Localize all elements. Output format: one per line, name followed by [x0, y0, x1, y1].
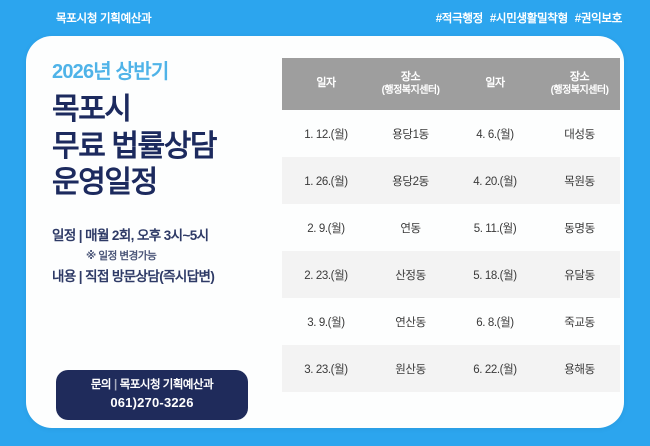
cell-place-2: 목원동	[539, 157, 620, 204]
cell-place-2: 죽교동	[539, 298, 620, 345]
header-date-1: 일자	[282, 58, 370, 110]
cell-place-2: 용해동	[539, 345, 620, 392]
cell-date-2: 4. 6.(월)	[451, 110, 539, 157]
title-line-3: 운영일정	[52, 166, 158, 200]
hashtag-0: #적극행정	[435, 13, 484, 25]
cell-place-2: 동명동	[539, 204, 620, 251]
table-row: 2. 9.(월) 연동 5. 11.(월) 동명동	[282, 204, 620, 251]
contact-box: 문의 | 목포시청 기획예산과 061)270-3226	[56, 370, 248, 421]
cell-date-2: 5. 18.(월)	[451, 251, 539, 298]
cell-date-2: 6. 8.(월)	[451, 298, 539, 345]
cell-date-2: 6. 22.(월)	[451, 345, 539, 392]
meta-block: 일정 | 매월 2회, 오후 3시~5시 ※ 일정 변경가능 내용 | 직접 방…	[52, 226, 292, 288]
cell-place-1: 연동	[370, 204, 451, 251]
title-block: 2026년 상반기 목포시 무료 법률상담 운영일정 일정 | 매월 2회, 오…	[52, 60, 292, 288]
cell-place-2: 대성동	[539, 110, 620, 157]
cell-place-1: 연산동	[370, 298, 451, 345]
schedule-table-wrapper: 일자 장소 (행정복지센터) 일자 장소 (행정복지센터)	[282, 58, 620, 392]
cell-date-1: 2. 9.(월)	[282, 204, 370, 251]
table-header-row: 일자 장소 (행정복지센터) 일자 장소 (행정복지센터)	[282, 58, 620, 110]
schedule-line: 일정 | 매월 2회, 오후 3시~5시	[52, 227, 209, 243]
table-body: 1. 12.(월) 용당1동 4. 6.(월) 대성동 1. 26.(월) 용당…	[282, 110, 620, 392]
table-row: 1. 12.(월) 용당1동 4. 6.(월) 대성동	[282, 110, 620, 157]
content-line: 내용 | 직접 방문상담(즉시답변)	[52, 268, 215, 284]
header-place-2-main: 장소	[569, 70, 590, 83]
table-row: 1. 26.(월) 용당2동 4. 20.(월) 목원동	[282, 157, 620, 204]
header-place-2: 장소 (행정복지센터)	[539, 58, 620, 110]
hashtag-1: #시민생활밀착형	[489, 13, 568, 25]
header-date-2: 일자	[451, 58, 539, 110]
contact-phone: 061)270-3226	[110, 394, 194, 410]
cell-date-1: 1. 12.(월)	[282, 110, 370, 157]
schedule-note: ※ 일정 변경가능	[86, 249, 157, 262]
contact-office: 목포시청 기획예산과	[119, 379, 214, 391]
hashtag-group: #적극행정 #시민생활밀착형 #권익보호	[432, 10, 623, 26]
title-line-2: 무료 법률상담	[52, 129, 218, 163]
top-bar: 목포시청 기획예산과 #적극행정 #시민생활밀착형 #권익보호	[0, 0, 650, 36]
cell-date-1: 2. 23.(월)	[282, 251, 370, 298]
cell-date-2: 5. 11.(월)	[451, 204, 539, 251]
department-name: 목포시청 기획예산과	[56, 13, 152, 25]
cell-place-1: 산정동	[370, 251, 451, 298]
cell-date-1: 1. 26.(월)	[282, 157, 370, 204]
cell-date-1: 3. 23.(월)	[282, 345, 370, 392]
header-date-2-main: 일자	[485, 77, 505, 90]
cell-place-2: 유달동	[539, 251, 620, 298]
table-row: 2. 23.(월) 산정동 5. 18.(월) 유달동	[282, 251, 620, 298]
table-head: 일자 장소 (행정복지센터) 일자 장소 (행정복지센터)	[282, 58, 620, 110]
contact-office-line: 문의 | 목포시청 기획예산과	[66, 378, 238, 394]
header-place-1: 장소 (행정복지센터)	[370, 58, 451, 110]
header-place-2-sub: (행정복지센터)	[550, 84, 609, 96]
header-date-1-main: 일자	[316, 77, 336, 90]
contact-separator: |	[114, 379, 117, 391]
title-line-1: 목포시	[52, 93, 132, 126]
eyebrow-text: 2026년 상반기	[52, 61, 169, 83]
hashtag-2: #권익보호	[574, 13, 623, 25]
cell-place-1: 용당2동	[370, 157, 451, 204]
content-card: 2026년 상반기 목포시 무료 법률상담 운영일정 일정 | 매월 2회, 오…	[26, 36, 624, 428]
schedule-table: 일자 장소 (행정복지센터) 일자 장소 (행정복지센터)	[282, 58, 620, 392]
table-row: 3. 9.(월) 연산동 6. 8.(월) 죽교동	[282, 298, 620, 345]
cell-place-1: 용당1동	[370, 110, 451, 157]
cell-date-2: 4. 20.(월)	[451, 157, 539, 204]
cell-place-1: 원산동	[370, 345, 451, 392]
header-place-1-sub: (행정복지센터)	[381, 84, 440, 96]
cell-date-1: 3. 9.(월)	[282, 298, 370, 345]
header-place-1-main: 장소	[400, 70, 421, 83]
contact-label: 문의	[90, 379, 112, 391]
table-row: 3. 23.(월) 원산동 6. 22.(월) 용해동	[282, 345, 620, 392]
